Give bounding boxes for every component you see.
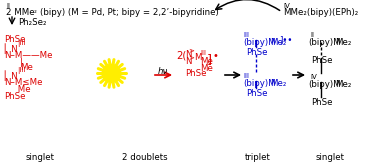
Text: singlet: singlet — [316, 153, 344, 162]
Text: Me: Me — [4, 85, 31, 94]
Text: (bipy)M: (bipy)M — [243, 79, 276, 88]
Text: PhSe: PhSe — [246, 48, 268, 57]
Text: N–M≤Me: N–M≤Me — [4, 78, 42, 87]
Text: Ph₂Se₂: Ph₂Se₂ — [18, 18, 46, 27]
Text: singlet: singlet — [25, 153, 54, 162]
Text: N: N — [185, 50, 192, 59]
Circle shape — [102, 64, 121, 82]
Text: III: III — [243, 73, 249, 79]
Text: >: > — [188, 47, 194, 53]
Text: M: M — [194, 53, 201, 62]
Text: 2(: 2( — [176, 50, 186, 60]
Text: IV: IV — [310, 74, 317, 80]
Text: (bipy)M: (bipy)M — [243, 38, 276, 47]
Text: PhSe: PhSe — [311, 56, 333, 65]
Text: |: | — [20, 58, 23, 67]
Text: PhSe: PhSe — [4, 35, 25, 44]
Text: PhSe: PhSe — [246, 89, 268, 98]
Text: Me₂: Me₂ — [335, 80, 352, 89]
Text: ]: ] — [207, 53, 212, 66]
Text: III: III — [243, 32, 249, 38]
Text: (bipy)M: (bipy)M — [308, 80, 341, 89]
Text: 2 doublets: 2 doublets — [122, 153, 168, 162]
Text: >: > — [188, 54, 194, 60]
Text: (bipy)M: (bipy)M — [308, 38, 341, 47]
Text: triplet: triplet — [245, 153, 271, 162]
Text: |III: |III — [17, 67, 25, 74]
Text: Me: Me — [200, 57, 213, 66]
Text: ⎜ N: ⎜ N — [4, 43, 18, 54]
Text: N–M——Me: N–M——Me — [4, 51, 53, 60]
Text: PhSe: PhSe — [4, 92, 25, 101]
Text: PhSe: PhSe — [185, 69, 206, 78]
Text: ]••: ]•• — [279, 35, 292, 44]
Text: •: • — [213, 51, 219, 61]
Text: IV: IV — [283, 3, 290, 9]
Text: PhSe: PhSe — [311, 98, 333, 107]
Text: Me: Me — [20, 63, 33, 72]
Text: |III: |III — [17, 40, 25, 47]
Text: II: II — [310, 32, 314, 38]
Text: N: N — [185, 57, 192, 66]
Text: (bipy) (M = Pd, Pt; bipy = 2,2’-bipyridine): (bipy) (M = Pd, Pt; bipy = 2,2’-bipyridi… — [40, 8, 219, 17]
Text: ₂: ₂ — [34, 8, 37, 14]
Text: Me₂: Me₂ — [270, 79, 287, 88]
Text: hν: hν — [158, 67, 168, 76]
Text: Me: Me — [200, 64, 213, 73]
Text: Me₂: Me₂ — [335, 38, 352, 47]
Text: ⎜ N: ⎜ N — [4, 70, 18, 81]
Text: 2 MMe: 2 MMe — [6, 8, 35, 17]
Text: MMe₂(bipy)(EPh)₂: MMe₂(bipy)(EPh)₂ — [283, 8, 358, 17]
Text: Me₂: Me₂ — [270, 38, 287, 47]
Text: II: II — [6, 3, 10, 9]
Text: III: III — [200, 50, 206, 56]
